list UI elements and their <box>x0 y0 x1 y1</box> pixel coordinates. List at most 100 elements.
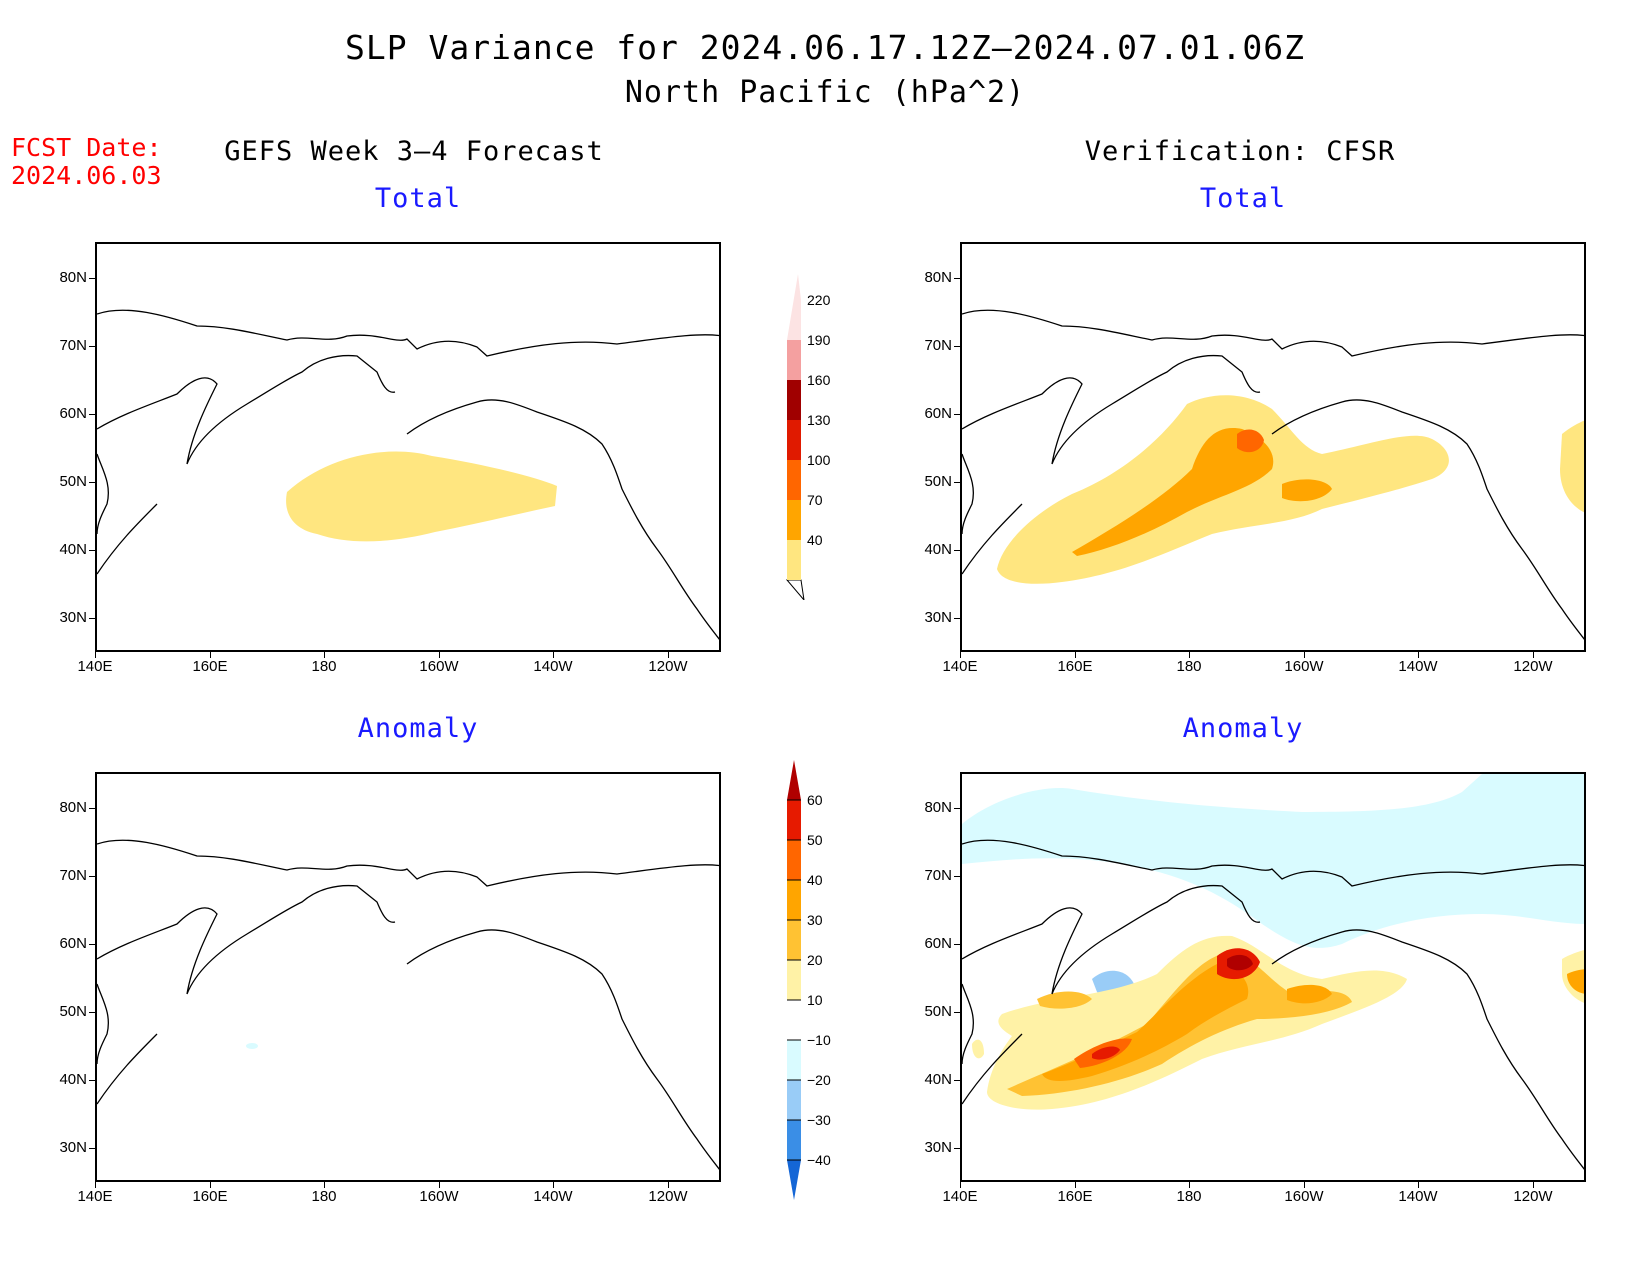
lat-tick <box>954 618 960 619</box>
lon-label: 160E <box>1057 658 1093 675</box>
lat-tick <box>954 876 960 877</box>
lon-tick <box>95 652 96 658</box>
lat-label: 60N <box>924 405 952 422</box>
lat-tick <box>89 1012 95 1013</box>
lat-label: 40N <box>59 1071 87 1088</box>
anomaly-colorbar-label-30: 30 <box>807 912 823 928</box>
total-colorbar-label-40: 40 <box>807 532 823 548</box>
coastline <box>962 309 1584 640</box>
coastline-segment <box>1271 929 1584 1170</box>
lat-label: 30N <box>924 1139 952 1156</box>
lat-tick <box>954 550 960 551</box>
lat-tick <box>954 1148 960 1149</box>
lon-tick <box>324 1182 325 1188</box>
lon-tick <box>960 652 961 658</box>
lon-tick <box>1304 652 1305 658</box>
lon-label: 140W <box>1398 1188 1438 1205</box>
lat-tick <box>89 414 95 415</box>
lon-label: 120W <box>648 1188 688 1205</box>
anomaly-colorbar-label-60: 60 <box>807 792 823 808</box>
lon-label: 140E <box>77 658 113 675</box>
coastline-segment <box>962 503 1023 575</box>
lat-label: 60N <box>59 405 87 422</box>
lon-tick <box>1418 652 1419 658</box>
lon-tick <box>1075 1182 1076 1188</box>
lat-tick <box>954 808 960 809</box>
lon-label: 140E <box>942 1188 978 1205</box>
total-colorbar-label-220: 220 <box>807 292 831 308</box>
lon-tick <box>1304 1182 1305 1188</box>
anomaly-colorbar: 60 50 40 30 20 10 −10 −20 −30 −40 <box>780 760 840 1205</box>
lat-tick <box>954 346 960 347</box>
lat-tick <box>954 414 960 415</box>
lat-label: 80N <box>59 269 87 286</box>
total-colorbar-label-130: 130 <box>807 412 831 428</box>
coastline-segment <box>962 453 974 535</box>
lat-tick <box>954 1080 960 1081</box>
lat-label: 60N <box>924 935 952 952</box>
lon-tick <box>668 652 669 658</box>
lat-tick <box>89 618 95 619</box>
coastline <box>97 839 719 1170</box>
lon-tick <box>553 1182 554 1188</box>
lat-tick <box>954 278 960 279</box>
anomaly-colorbar-label-40: 40 <box>807 872 823 888</box>
lat-label: 70N <box>924 337 952 354</box>
coastline-segment <box>406 399 719 640</box>
lon-label: 180 <box>1176 658 1202 675</box>
lat-label: 50N <box>59 1003 87 1020</box>
coastline-segment <box>1271 399 1584 640</box>
main-title: SLP Variance for 2024.06.17.12Z–2024.07.… <box>345 28 1305 67</box>
verification-total-map <box>960 242 1586 652</box>
verification-total-field <box>962 309 1584 640</box>
lat-label: 30N <box>924 609 952 626</box>
lon-label: 180 <box>1176 1188 1202 1205</box>
total-colorbar-label-160: 160 <box>807 372 831 388</box>
lat-tick <box>89 550 95 551</box>
verification-anomaly-subtitle: Anomaly <box>1182 713 1304 744</box>
lon-label: 160W <box>1284 658 1324 675</box>
lon-tick <box>1533 652 1534 658</box>
lon-label: 160W <box>1284 1188 1324 1205</box>
lon-tick <box>95 1182 96 1188</box>
lon-label: 180 <box>311 1188 337 1205</box>
lat-tick <box>89 346 95 347</box>
lon-label: 140W <box>1398 658 1438 675</box>
lat-tick <box>89 876 95 877</box>
lat-label: 40N <box>924 1071 952 1088</box>
lon-tick <box>1533 1182 1534 1188</box>
coastline-segment <box>962 983 974 1065</box>
lon-tick <box>553 652 554 658</box>
total-colorbar-bar <box>780 270 810 602</box>
lon-tick <box>439 1182 440 1188</box>
lat-tick <box>89 278 95 279</box>
anomaly-colorbar-label-neg20: −20 <box>807 1072 831 1088</box>
forecast-total-subtitle: Total <box>374 183 462 214</box>
verification-total-subtitle: Total <box>1199 183 1287 214</box>
coastline-segment <box>97 839 719 887</box>
coastline-segment <box>962 839 1584 887</box>
lat-label: 80N <box>924 799 952 816</box>
lat-label: 60N <box>59 935 87 952</box>
forecast-anomaly-field <box>97 839 719 1170</box>
lon-tick <box>1418 1182 1419 1188</box>
lon-tick <box>1189 652 1190 658</box>
lat-label: 70N <box>59 867 87 884</box>
anomaly-colorbar-label-20: 20 <box>807 952 823 968</box>
right-column-title: Verification: CFSR <box>1084 136 1396 167</box>
lon-label: 160E <box>192 658 228 675</box>
lat-label: 70N <box>59 337 87 354</box>
lat-label: 30N <box>59 1139 87 1156</box>
fcst-date: 2024.06.03 <box>11 161 162 190</box>
total-colorbar-label-70: 70 <box>807 492 823 508</box>
lon-tick <box>668 1182 669 1188</box>
coastline-segment <box>97 354 396 465</box>
lat-tick <box>89 1080 95 1081</box>
left-column-title: GEFS Week 3–4 Forecast <box>224 136 604 167</box>
lon-tick <box>324 652 325 658</box>
lon-tick <box>439 652 440 658</box>
coastline-segment <box>97 1033 158 1105</box>
coastline-segment <box>97 983 109 1065</box>
coastline-segment <box>962 354 1261 465</box>
lat-tick <box>89 808 95 809</box>
